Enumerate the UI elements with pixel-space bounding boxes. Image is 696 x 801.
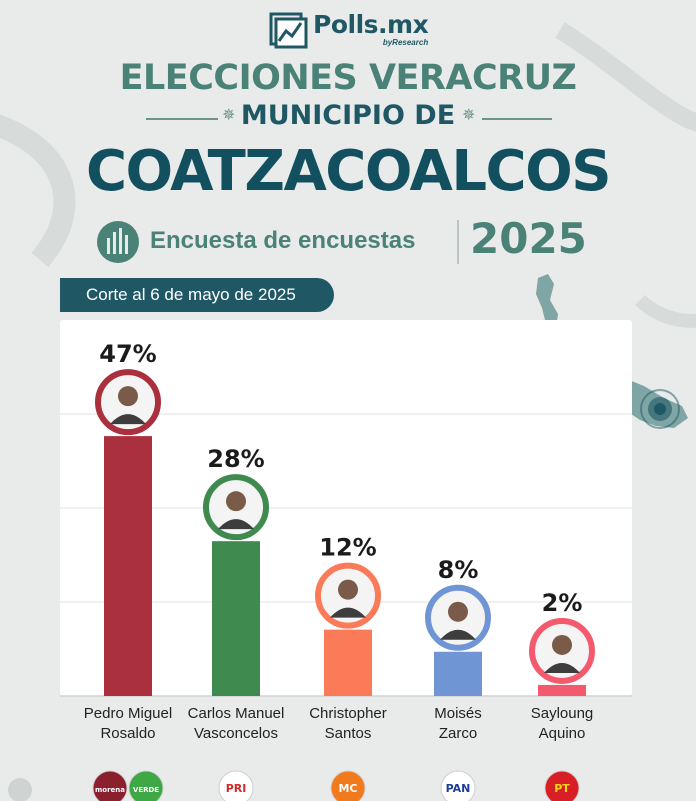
- year-label: 2025: [470, 214, 587, 263]
- avatar-head-icon: [118, 386, 138, 407]
- bar-4: [434, 651, 482, 696]
- avatar-body-icon: [110, 414, 146, 425]
- party-logo: [330, 770, 366, 801]
- candidate-name: Vasconcelos: [194, 725, 278, 742]
- candidate-name: Rosaldo: [100, 725, 155, 742]
- candidate-name: Moisés: [434, 705, 482, 722]
- title-line-1: ELECCIONES VERACRUZ: [119, 58, 577, 98]
- avatar-body-icon: [218, 519, 254, 530]
- avatar-body-icon: [544, 662, 580, 673]
- bar-2: [212, 541, 260, 696]
- party-logo: [440, 770, 476, 801]
- party-logo: [92, 770, 128, 801]
- party-logo: [544, 770, 580, 801]
- candidate-name: Pedro Miguel: [84, 705, 172, 722]
- avatar-head-icon: [448, 601, 468, 622]
- bar-1: [104, 436, 152, 696]
- vertical-divider: [457, 220, 459, 264]
- candidate-name: Christopher: [309, 705, 387, 722]
- candidate-name: Aquino: [539, 725, 586, 742]
- avatar-body-icon: [330, 607, 366, 618]
- party-logo: [128, 770, 164, 801]
- star-icon: ✵: [462, 107, 476, 124]
- bar-3: [324, 629, 372, 696]
- avatar-head-icon: [226, 491, 246, 512]
- bar-chart: 47% Pedro Miguel Rosaldo morena VERDE 28% Carl…: [60, 320, 632, 801]
- title-line-2-row: ✵ MUNICIPIO DE ✵: [0, 100, 696, 136]
- party-logo: [218, 770, 254, 801]
- party-label: morena: [95, 786, 125, 794]
- party-label: PRI: [226, 782, 247, 795]
- title-line-2: MUNICIPIO DE: [240, 100, 456, 131]
- candidate-name: Santos: [325, 725, 372, 742]
- candidate-name: Zarco: [439, 725, 477, 742]
- brand-logo: Polls.mx byResearch: [268, 6, 429, 52]
- subtitle-text: Encuesta de encuestas: [150, 227, 416, 254]
- avatar-body-icon: [440, 629, 476, 640]
- avatar-head-icon: [552, 634, 572, 655]
- brand-subtitle: byResearch: [382, 37, 429, 47]
- polls-logo-icon: [269, 12, 308, 49]
- party-label: PT: [554, 782, 570, 795]
- value-label: 8%: [438, 556, 479, 584]
- cutoff-badge: Corte al 6 de mayo de 2025: [60, 278, 334, 312]
- avatar-head-icon: [338, 579, 358, 600]
- bar-chart-icon: [97, 221, 139, 263]
- divider-line: [482, 118, 552, 120]
- title-municipality: COATZACOALCOS: [85, 139, 612, 204]
- brand-name: Polls.mx: [313, 9, 429, 39]
- value-label: 28%: [207, 445, 264, 473]
- candidate-name: Carlos Manuel: [188, 705, 285, 722]
- party-label: MC: [338, 782, 357, 795]
- divider-line: [146, 118, 218, 120]
- bar-5: [538, 684, 586, 696]
- value-label: 2%: [542, 589, 583, 617]
- cutoff-date: Corte al 6 de mayo de 2025: [86, 285, 296, 304]
- star-icon: ✵: [222, 107, 236, 124]
- candidate-name: Sayloung: [531, 705, 594, 722]
- value-label: 12%: [319, 534, 376, 562]
- party-label: PAN: [446, 782, 471, 795]
- party-label: VERDE: [133, 786, 159, 794]
- value-label: 47%: [99, 340, 156, 368]
